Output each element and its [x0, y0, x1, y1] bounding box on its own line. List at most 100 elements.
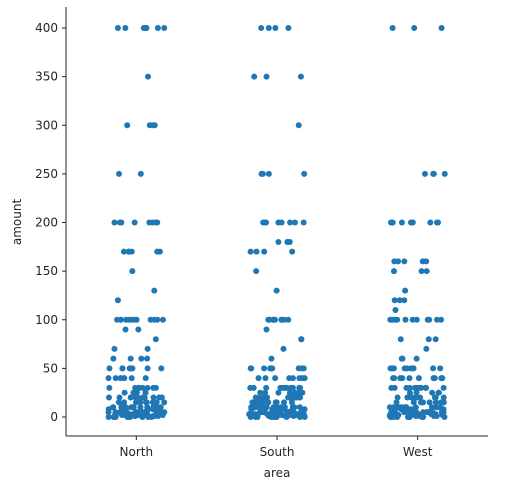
data-point: [144, 384, 151, 391]
data-point: [118, 404, 125, 411]
data-point: [265, 25, 272, 31]
data-point: [117, 316, 124, 323]
data-point: [144, 365, 151, 372]
data-point: [143, 399, 150, 406]
x-tick-label: North: [120, 445, 154, 459]
data-point: [435, 219, 441, 226]
data-point: [440, 384, 447, 391]
data-point: [390, 268, 397, 275]
data-point: [388, 384, 395, 391]
data-point: [301, 375, 308, 382]
x-ticks: North South West: [120, 436, 433, 459]
data-point: [389, 365, 396, 372]
data-point: [430, 170, 437, 177]
data-point: [401, 297, 408, 304]
data-point: [111, 345, 118, 352]
data-point: [263, 73, 270, 80]
data-point: [137, 399, 144, 406]
data-point: [285, 394, 292, 401]
data-point: [128, 375, 135, 382]
data-point: [438, 316, 445, 323]
data-point: [144, 345, 151, 352]
data-point: [301, 414, 308, 420]
data-point: [127, 414, 134, 420]
data-point: [286, 389, 293, 396]
data-point: [259, 170, 266, 177]
data-point: [398, 219, 405, 226]
data-point: [394, 316, 401, 323]
data-point: [112, 375, 119, 382]
data-point: [287, 219, 294, 226]
data-point: [247, 365, 254, 372]
data-point: [399, 355, 406, 362]
data-point: [419, 414, 426, 420]
data-point: [285, 25, 292, 31]
x-tick-label: West: [403, 445, 433, 459]
data-point: [437, 365, 444, 372]
data-point: [134, 394, 141, 401]
data-point: [300, 365, 307, 372]
data-point: [295, 389, 302, 396]
data-point: [142, 375, 149, 382]
data-point: [263, 384, 270, 391]
data-point: [402, 287, 409, 294]
data-point: [149, 122, 156, 129]
data-point: [411, 25, 418, 31]
data-point: [141, 394, 148, 401]
data-point: [288, 399, 295, 406]
data-point: [143, 25, 150, 31]
data-point: [129, 404, 136, 411]
y-tick-label: 100: [35, 313, 58, 327]
data-point: [387, 219, 394, 226]
data-points: [105, 25, 448, 420]
data-point: [254, 414, 261, 420]
data-point: [128, 248, 135, 255]
data-point: [394, 414, 401, 420]
data-point: [432, 394, 439, 401]
data-point: [116, 219, 123, 226]
data-point: [291, 219, 298, 226]
data-point: [292, 394, 299, 401]
data-point: [122, 25, 129, 31]
data-point: [145, 73, 151, 80]
data-point: [152, 384, 159, 391]
data-point: [247, 248, 254, 255]
data-point: [301, 170, 308, 177]
data-point: [264, 399, 271, 406]
data-point: [404, 414, 411, 420]
data-point: [262, 389, 269, 396]
data-point: [138, 355, 145, 362]
data-point: [399, 375, 406, 382]
data-point: [122, 326, 129, 333]
y-tick-label: 50: [43, 361, 58, 375]
data-point: [391, 297, 398, 304]
data-point: [129, 268, 136, 275]
data-point: [433, 413, 440, 420]
data-point: [156, 394, 163, 401]
data-point: [392, 307, 399, 314]
data-point: [421, 170, 428, 177]
data-point: [297, 73, 304, 80]
data-point: [410, 365, 417, 372]
data-point: [159, 412, 166, 419]
data-point: [119, 365, 126, 372]
data-point: [401, 258, 408, 265]
data-point: [424, 316, 431, 323]
data-point: [438, 375, 445, 382]
data-point: [413, 394, 420, 401]
data-point: [105, 375, 112, 382]
data-point: [106, 384, 113, 391]
data-point: [264, 394, 271, 401]
y-tick-label: 250: [35, 167, 58, 181]
data-point: [247, 384, 254, 391]
data-point: [127, 355, 134, 362]
data-point: [290, 413, 297, 420]
data-point: [152, 336, 159, 343]
data-point: [110, 355, 117, 362]
y-tick-label: 0: [50, 410, 58, 424]
data-point: [289, 375, 296, 382]
data-point: [289, 248, 296, 255]
data-point: [257, 389, 264, 396]
data-point: [159, 316, 166, 323]
data-point: [394, 394, 401, 401]
